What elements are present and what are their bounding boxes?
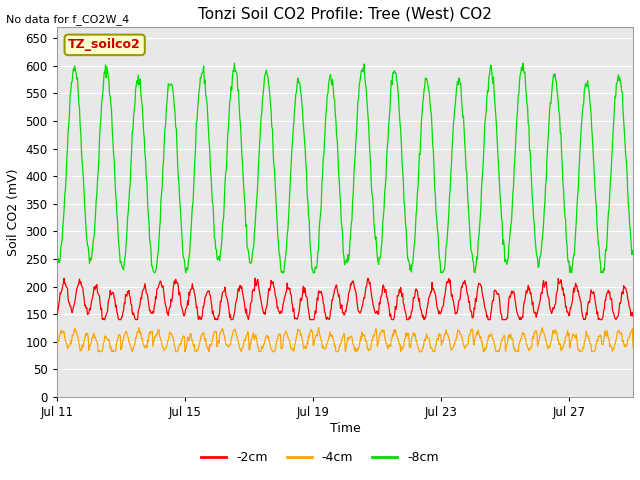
Text: No data for f_CO2W_4: No data for f_CO2W_4	[6, 14, 130, 25]
Y-axis label: Soil CO2 (mV): Soil CO2 (mV)	[7, 168, 20, 256]
X-axis label: Time: Time	[330, 421, 360, 435]
Text: TZ_soilco2: TZ_soilco2	[68, 38, 141, 51]
Title: Tonzi Soil CO2 Profile: Tree (West) CO2: Tonzi Soil CO2 Profile: Tree (West) CO2	[198, 7, 492, 22]
Legend: -2cm, -4cm, -8cm: -2cm, -4cm, -8cm	[196, 446, 444, 469]
